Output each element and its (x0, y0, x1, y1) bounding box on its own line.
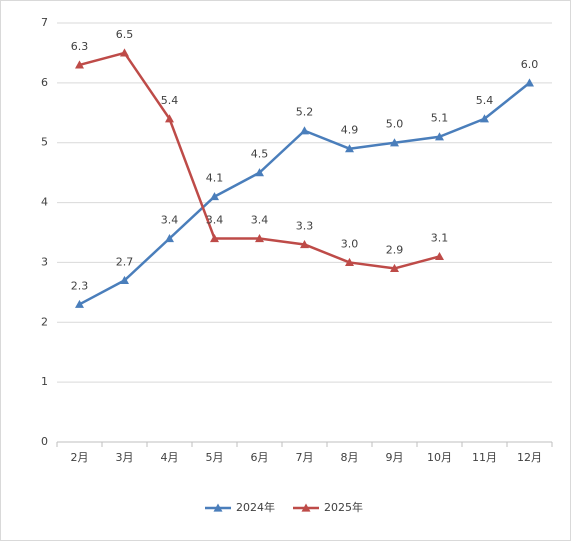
marker (300, 126, 309, 135)
x-tick-label: 4月 (161, 451, 179, 464)
x-tick-label: 7月 (296, 451, 314, 464)
marker (390, 263, 399, 273)
marker (75, 299, 84, 308)
data-label: 4.1 (206, 172, 224, 185)
x-tick-label: 3月 (116, 451, 134, 464)
y-tick-label: 0 (41, 435, 48, 448)
data-label: 5.4 (161, 94, 179, 107)
marker (165, 233, 174, 243)
data-label: 4.9 (341, 124, 359, 137)
legend-label: 2025年 (324, 500, 363, 514)
marker (435, 132, 444, 141)
legend-marker (213, 503, 223, 512)
data-label: 3.4 (161, 213, 179, 226)
y-tick-label: 6 (41, 76, 48, 89)
marker (525, 78, 534, 87)
data-label: 3.1 (431, 231, 449, 244)
marker (120, 48, 129, 57)
marker (210, 192, 219, 201)
x-tick-label: 2月 (71, 451, 89, 464)
data-label: 3.3 (296, 219, 314, 232)
x-tick-label: 6月 (251, 451, 269, 464)
data-label: 6.0 (521, 58, 539, 71)
data-label: 5.4 (476, 94, 494, 107)
y-tick-label: 4 (41, 196, 48, 209)
data-label: 2.3 (71, 279, 89, 292)
y-tick-label: 1 (41, 375, 48, 388)
data-label: 5.2 (296, 106, 314, 119)
x-tick-label: 12月 (517, 451, 542, 464)
marker (255, 168, 264, 177)
data-label: 5.1 (431, 112, 449, 125)
x-tick-label: 8月 (341, 451, 359, 464)
marker (345, 144, 354, 153)
legend-label: 2024年 (236, 500, 275, 514)
data-label: 2.9 (386, 243, 404, 256)
marker (255, 233, 264, 243)
y-tick-label: 5 (41, 136, 48, 149)
marker (480, 114, 489, 123)
y-tick-label: 2 (41, 315, 48, 328)
data-label: 3.4 (251, 213, 269, 226)
x-tick-label: 10月 (427, 451, 452, 464)
y-tick-label: 7 (41, 16, 48, 29)
marker (165, 114, 174, 123)
data-label: 4.5 (251, 148, 269, 161)
y-tick-label: 3 (41, 255, 48, 268)
marker (300, 239, 309, 249)
marker (120, 275, 129, 284)
x-tick-label: 5月 (206, 451, 224, 464)
data-label: 5.0 (386, 118, 404, 131)
x-tick-label: 11月 (472, 451, 497, 464)
marker (210, 233, 219, 243)
marker (435, 251, 444, 261)
legend-marker (301, 503, 311, 512)
x-tick-label: 9月 (386, 451, 404, 464)
data-label: 6.5 (116, 28, 134, 41)
marker (75, 60, 84, 69)
data-label: 6.3 (71, 40, 89, 53)
data-label: 2.7 (116, 255, 134, 268)
marker (390, 138, 399, 147)
data-label: 3.0 (341, 237, 359, 250)
marker (345, 257, 354, 267)
data-label: 3.4 (206, 213, 224, 226)
